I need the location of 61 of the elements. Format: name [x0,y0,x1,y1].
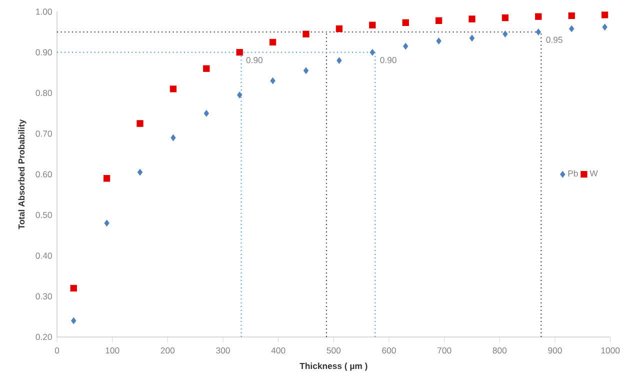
point [370,48,375,56]
y-tick-label: 1.00 [36,8,52,15]
point [402,19,409,26]
y-tick-label: 0.50 [36,212,52,218]
point [569,25,574,32]
point [403,42,408,50]
legend-label: W [590,170,598,176]
point [70,284,77,292]
y-tick-label: 0.80 [36,90,52,96]
y-tick-label: 0.70 [36,130,52,137]
point [204,110,209,117]
x-tick-label: 600 [382,347,396,354]
y-tick-label: 0.60 [36,171,52,178]
point [103,175,110,182]
point [601,12,608,18]
point [71,317,76,324]
x-tick-label: 0 [54,347,60,354]
point [270,77,276,84]
x-tick-label: 800 [492,347,507,354]
x-axis-title: Thickness ( µm ) [300,362,368,371]
point [369,22,376,28]
y-tick-label: 0.90 [36,49,52,56]
point [237,92,242,98]
x-tick-label: 900 [548,347,562,354]
point [435,17,442,24]
point [269,38,276,46]
point [303,67,309,74]
point [136,120,144,127]
point [602,24,608,30]
x-tick-label: 400 [271,347,286,354]
point [469,34,475,42]
x-tick-label: 700 [438,347,452,354]
x-tick-label: 1000 [601,347,620,354]
y-tick-label: 0.20 [36,334,52,340]
point [137,168,143,176]
point [170,134,176,142]
point [203,65,210,72]
point [170,86,177,92]
annotation: 0.90 [246,57,262,64]
point [536,28,541,36]
point [468,16,476,22]
point [436,38,442,44]
point [568,12,575,20]
point [104,220,110,226]
x-tick-label: 500 [326,347,341,354]
point [535,13,542,20]
y-tick-label: 0.40 [36,252,52,259]
legend-label: Pb [568,170,578,177]
point [502,14,509,22]
x-tick-label: 100 [106,347,120,354]
point [302,30,310,38]
annotation: 0.95 [546,36,562,43]
annotation: 0.90 [380,57,396,64]
x-tick-label: 300 [216,347,230,354]
point [336,57,342,64]
point [336,25,343,32]
y-tick-label: 0.30 [36,293,52,300]
y-axis-title: Total Absorbed Probability [18,119,26,230]
point [236,48,243,56]
point [502,30,508,38]
x-tick-label: 200 [160,347,175,354]
